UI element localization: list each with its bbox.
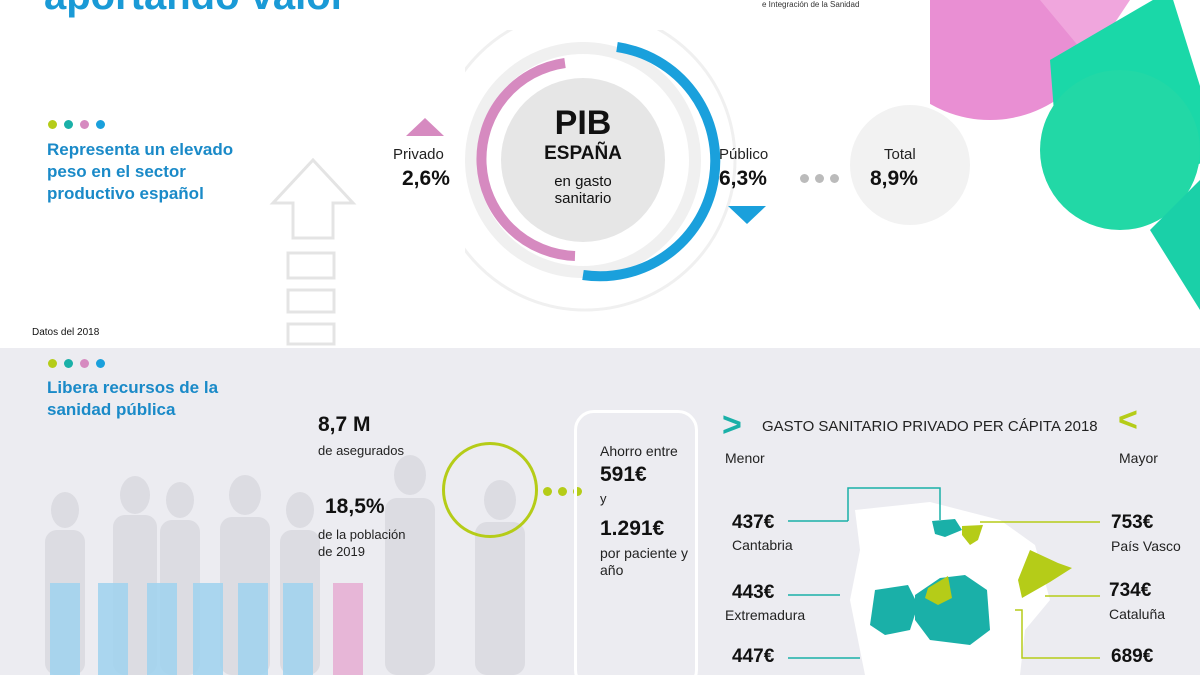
ahorro-intro: Ahorro entre <box>600 443 678 459</box>
decorative-shapes <box>930 0 1200 310</box>
low-label: Menor <box>725 450 765 466</box>
total-value: 8,9% <box>870 167 918 190</box>
cataluna-label: Cataluña <box>1109 606 1166 622</box>
publico-arc <box>582 42 721 282</box>
left3-value: 447€ <box>732 646 775 667</box>
triangle-down-icon <box>728 206 766 224</box>
poblacion-label: de la población de 2019 <box>318 527 406 559</box>
pib-country: ESPAÑA <box>544 143 622 164</box>
cantabria-value: 437€ <box>732 512 775 533</box>
ahorro-max: 1.291€ <box>600 517 665 540</box>
spain-map <box>788 487 1100 675</box>
map-title: GASTO SANITARIO PRIVADO PER CÁPITA 2018 <box>762 418 1098 435</box>
ahorro-and: y <box>600 491 607 506</box>
region-pais-vasco <box>962 525 983 545</box>
color-dots-2 <box>48 359 105 368</box>
logo-text: e Integración de la Sanidad <box>762 0 860 9</box>
poblacion-value: 18,5% <box>325 495 385 518</box>
privado-label: Privado <box>393 146 444 163</box>
section1-heading: Representa un elevado peso en el sector … <box>47 140 234 203</box>
region-cantabria <box>932 519 962 537</box>
cantabria-label: Cantabria <box>732 537 793 553</box>
right3-value: 689€ <box>1111 646 1154 667</box>
publico-label: Público <box>719 146 769 163</box>
up-arrow-icon <box>269 158 357 346</box>
chevron-right-icon: > <box>722 406 742 444</box>
section2-heading: Libera recursos de la sanidad pública <box>47 378 219 419</box>
chevron-left-icon: < <box>1118 401 1138 439</box>
total-label: Total <box>884 146 916 163</box>
total-circle <box>850 105 970 225</box>
ahorro-label: por paciente y año <box>600 545 688 578</box>
publico-value: 6,3% <box>719 167 767 190</box>
pib-subtitle: en gasto sanitario <box>554 173 612 207</box>
pais-vasco-value: 753€ <box>1111 512 1154 533</box>
privado-arc <box>476 58 576 261</box>
page-title: aportando valor <box>44 0 346 19</box>
region-cataluna <box>1018 550 1072 598</box>
region-extremadura <box>870 585 918 635</box>
triangle-up-icon <box>406 118 444 136</box>
footnote: Datos del 2018 <box>32 327 100 338</box>
ahorro-min: 591€ <box>600 463 647 486</box>
asegurados-value: 8,7 M <box>318 413 371 436</box>
patient-circle <box>442 442 538 538</box>
people-illustration <box>45 455 525 675</box>
region-madrid <box>925 576 952 605</box>
privado-value: 2,6% <box>402 167 450 190</box>
color-dots <box>48 120 105 129</box>
pib-donut <box>465 30 737 312</box>
pais-vasco-label: País Vasco <box>1111 538 1181 554</box>
connector-dots <box>800 174 839 183</box>
pib-title: PIB <box>554 104 612 142</box>
extremadura-value: 443€ <box>732 582 775 603</box>
high-label: Mayor <box>1119 450 1158 466</box>
extremadura-label: Extremadura <box>725 607 806 623</box>
cataluna-value: 734€ <box>1109 580 1152 601</box>
asegurados-label: de asegurados <box>318 443 405 458</box>
lime-dots <box>543 487 582 496</box>
